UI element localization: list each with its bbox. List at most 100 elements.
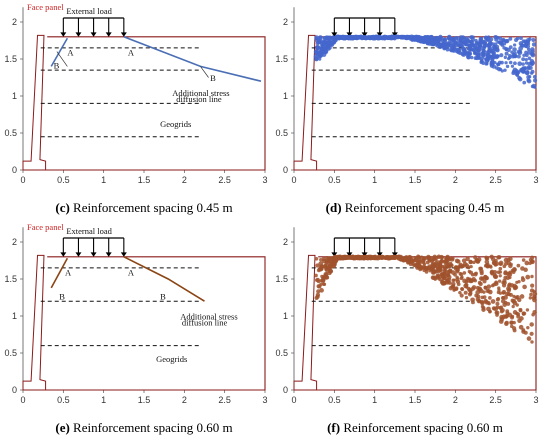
particle (451, 256, 455, 261)
particle (512, 266, 517, 272)
y-tick-label: 2 (12, 17, 17, 27)
particle (463, 290, 468, 295)
x-tick-label: 2.5 (218, 395, 231, 405)
particle (480, 304, 485, 309)
particle (316, 289, 321, 294)
particle (508, 36, 513, 41)
particle (484, 259, 490, 265)
face-panel (293, 34, 318, 171)
caption-text: Reinforcement spacing 0.60 m (340, 420, 503, 435)
x-tick-label: 1.5 (409, 175, 422, 185)
load-arrowhead (361, 252, 368, 257)
particle (498, 262, 503, 266)
particle (345, 255, 350, 260)
particle (325, 255, 329, 260)
particle (319, 46, 324, 51)
particle (518, 324, 524, 330)
diffusion-line-left (50, 257, 69, 289)
particle (479, 268, 484, 274)
diffusion-label-2: diffusion line (182, 318, 228, 328)
particle (416, 259, 421, 264)
particle (449, 48, 454, 53)
particle (495, 310, 500, 315)
backfill-boundary (45, 256, 266, 391)
particle (527, 56, 532, 61)
particle (530, 274, 534, 279)
particle (526, 75, 531, 80)
particle (451, 284, 456, 289)
particle (462, 271, 467, 275)
particle (529, 59, 535, 64)
particle (447, 270, 452, 275)
particle (526, 325, 530, 330)
particle (530, 69, 535, 74)
particle (508, 45, 513, 50)
label-A-left: A (65, 267, 72, 277)
particle (496, 255, 501, 260)
particle (511, 299, 517, 304)
particle (314, 278, 319, 283)
particle (519, 294, 525, 299)
particle (481, 39, 487, 45)
particle (488, 37, 494, 42)
x-tick-label: 2 (453, 395, 458, 405)
load-arrowhead (376, 252, 383, 257)
particle (532, 294, 536, 299)
y-tick-label: 0 (12, 165, 17, 175)
x-tick-label: 3 (262, 395, 267, 405)
particle (487, 46, 491, 50)
particle (496, 270, 501, 275)
caption-tag: (e) (55, 420, 69, 435)
particle (437, 42, 442, 47)
particle (466, 265, 471, 270)
external-load-label: External load (66, 6, 112, 16)
particle (460, 36, 465, 40)
particle (439, 272, 443, 277)
particle (530, 283, 535, 288)
particle (522, 311, 527, 316)
particle (486, 284, 492, 289)
particle (508, 53, 512, 58)
particle (332, 260, 337, 265)
load-arrowhead (90, 252, 97, 257)
label-A-left: A (67, 47, 74, 57)
particle (480, 276, 485, 281)
particle (503, 55, 508, 60)
particle (510, 324, 514, 329)
particle (374, 255, 379, 259)
particle (336, 35, 340, 39)
particle (481, 48, 486, 54)
particle (453, 272, 457, 277)
particle (512, 47, 517, 52)
particle (510, 50, 514, 54)
particle (429, 264, 435, 270)
particle (484, 255, 489, 260)
load-arrowhead (75, 32, 82, 37)
particle (323, 45, 328, 50)
particle (426, 256, 431, 261)
particle (526, 65, 531, 69)
x-tick-label: 0.5 (328, 395, 341, 405)
particle (488, 40, 493, 45)
particle (450, 38, 456, 43)
y-tick-label: 0.5 (275, 348, 288, 358)
particle (454, 265, 458, 270)
particle (470, 42, 475, 48)
y-tick-label: 2 (283, 17, 288, 27)
particle (516, 263, 521, 268)
particle (470, 40, 474, 44)
particle (468, 259, 473, 264)
particle (487, 289, 493, 295)
load-arrowhead (391, 252, 398, 257)
x-tick-label: 2.5 (489, 175, 502, 185)
particle (510, 64, 515, 68)
particle (459, 276, 464, 281)
backfill-boundary (45, 36, 266, 171)
particle (521, 258, 526, 262)
particle (498, 274, 502, 278)
particle (504, 61, 508, 65)
particle (433, 277, 437, 281)
load-arrowhead (331, 32, 338, 37)
y-tick-label: 1 (12, 91, 17, 101)
particle (460, 287, 464, 291)
